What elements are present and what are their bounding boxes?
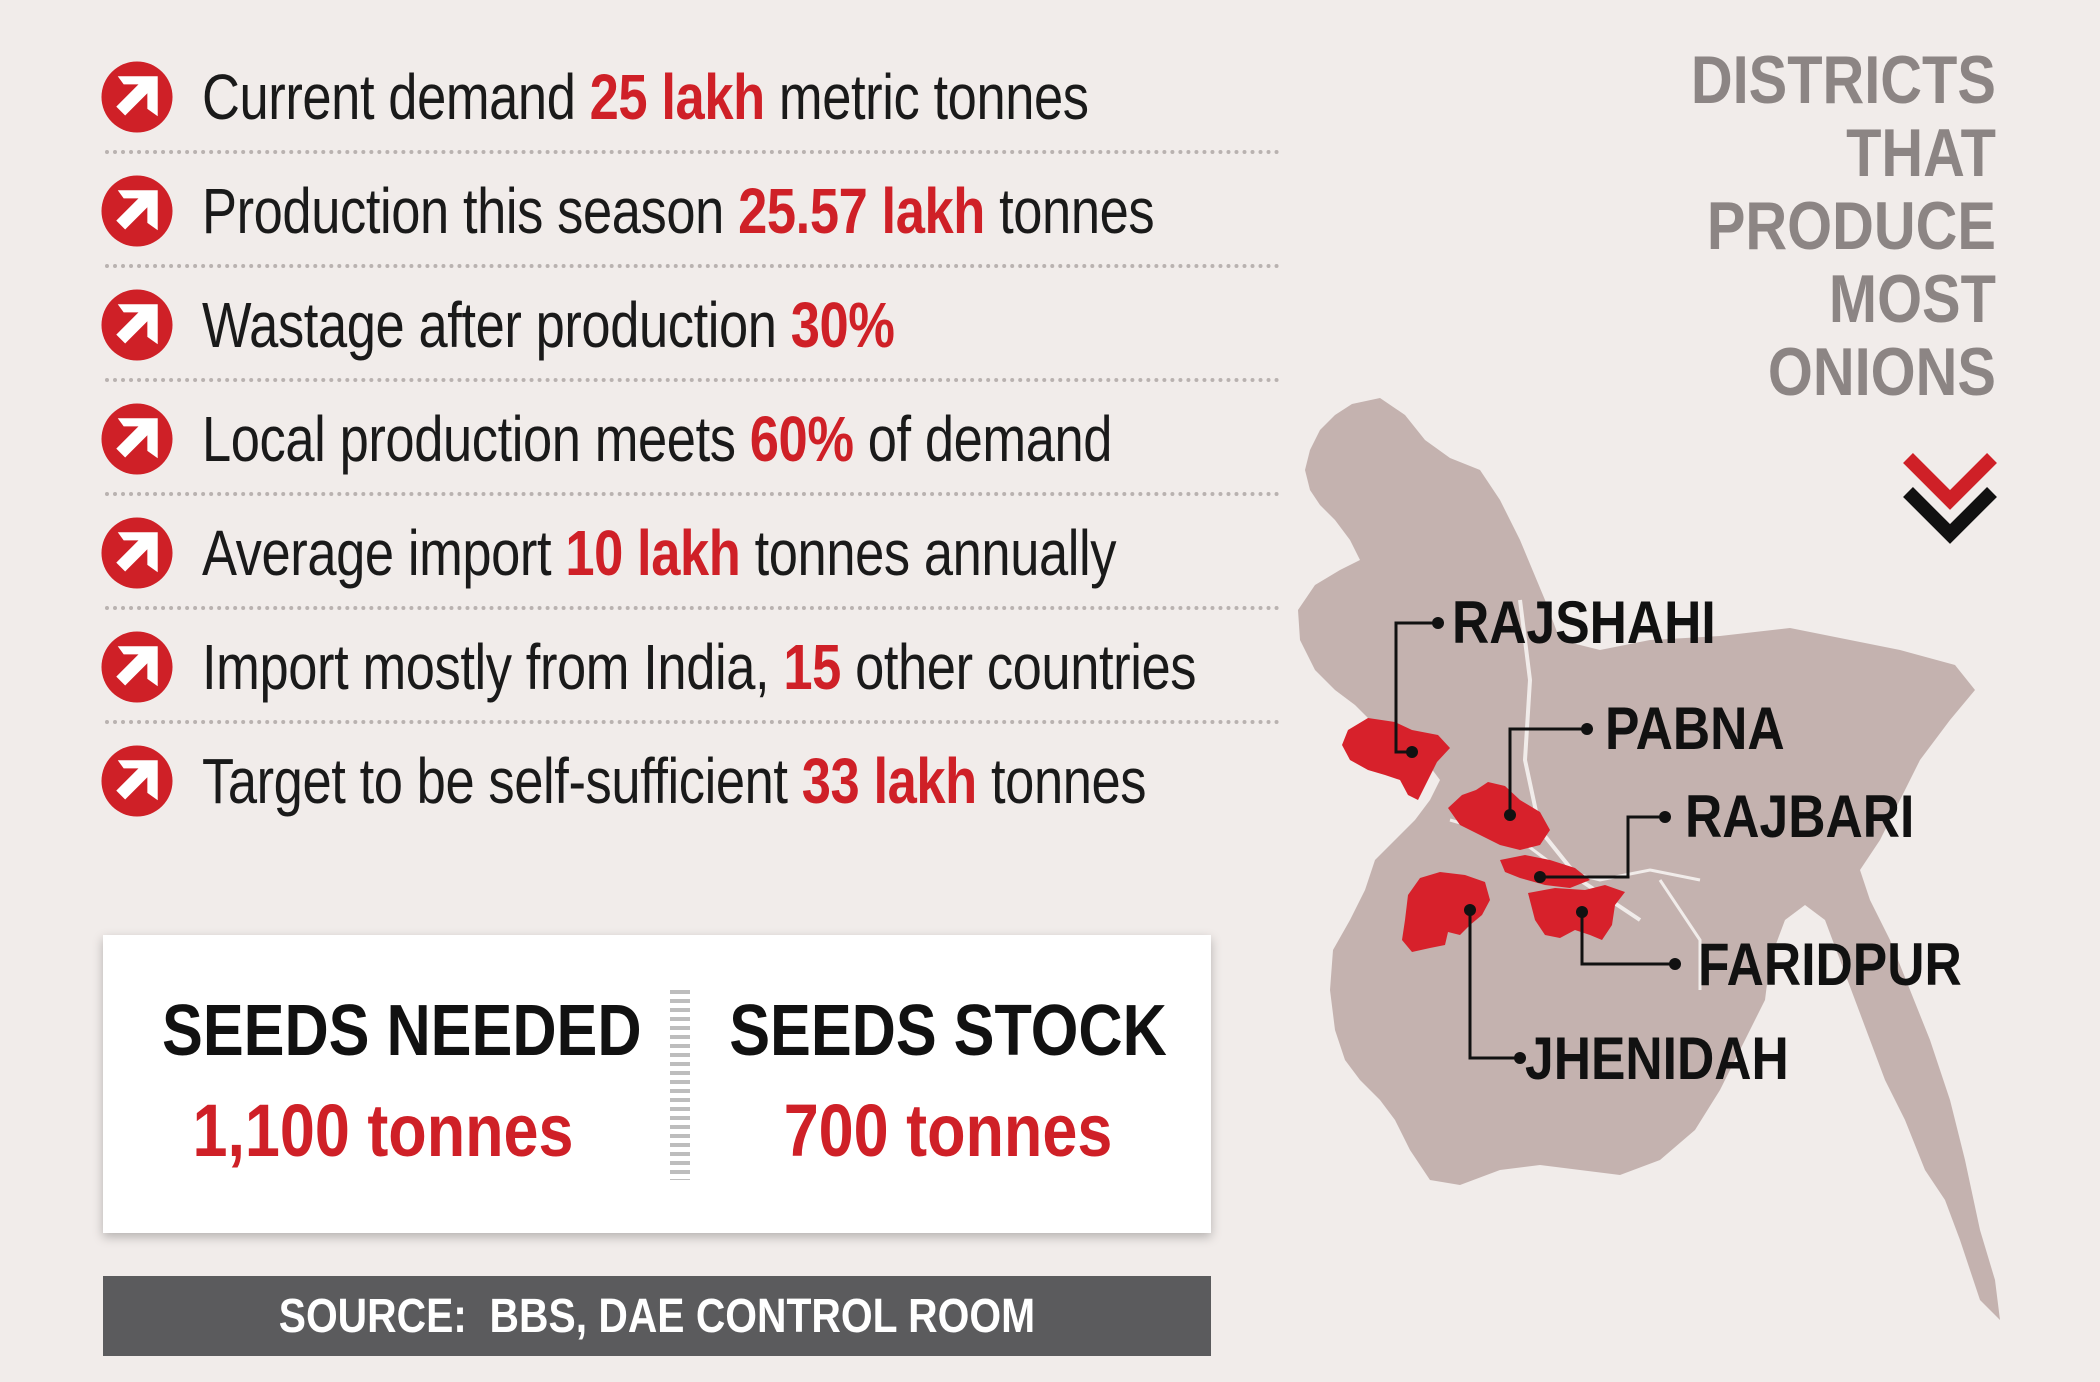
leader-line-faridpur [1580, 912, 1675, 966]
seeds-needed: SEEDS NEEDED 1,100 tonnes [123, 990, 643, 1173]
arrow-up-right-circle-icon [101, 631, 173, 703]
country-shape [1298, 398, 2000, 1320]
dotted-divider [105, 378, 1280, 382]
fact-text: Average import 10 lakh tonnes annually [202, 517, 1117, 589]
arrow-up-right-circle-icon [101, 517, 173, 589]
fact-item: Wastage after production 30% [100, 268, 1280, 382]
district-marker [1406, 746, 1418, 758]
district-label-faridpur: FARIDPUR [1698, 931, 1962, 998]
district-marker [1659, 811, 1671, 823]
source-bar: SOURCE: BBS, DAE CONTROL ROOM [103, 1276, 1211, 1356]
fact-highlight: 33 lakh [801, 745, 978, 817]
district-marker [1432, 617, 1444, 629]
dotted-divider [105, 264, 1280, 268]
fact-text: Local production meets 60% of demand [202, 403, 1113, 475]
district-jhenidah [1402, 872, 1490, 952]
seeds-needed-label: SEEDS NEEDED [162, 991, 642, 1071]
title-line: ONIONS [1767, 334, 1996, 410]
arrow-up-right-circle-icon [101, 175, 173, 247]
leader-line-jhenidah [1468, 910, 1520, 1060]
district-marker [1581, 723, 1593, 735]
river [1518, 599, 1642, 922]
fact-item: Production this season 25.57 lakh tonnes [100, 154, 1280, 268]
district-marker [1576, 906, 1588, 918]
fact-highlight: 15 [783, 631, 841, 703]
fact-item: Import mostly from India, 15 other count… [100, 610, 1280, 724]
fact-text: Production this season 25.57 lakh tonnes [202, 175, 1155, 247]
arrow-up-right-circle-icon [101, 403, 173, 475]
leader-line-pabna [1508, 727, 1587, 815]
district-marker [1534, 871, 1546, 883]
district-marker [1514, 1052, 1526, 1064]
title-line: MOST [1829, 261, 1996, 337]
seeds-needed-value: 1,100 tonnes [192, 1089, 574, 1172]
arrow-up-right-circle-icon [101, 745, 173, 817]
dotted-divider [105, 492, 1280, 496]
district-rajbari [1500, 855, 1590, 888]
dotted-divider [105, 606, 1280, 610]
district-marker [1464, 904, 1476, 916]
district-rajshahi [1342, 718, 1450, 800]
fact-item: Current demand 25 lakh metric tonnes [100, 40, 1280, 154]
district-label-rajbari: RAJBARI [1685, 783, 1915, 850]
fact-item: Target to be self-sufficient 33 lakh ton… [100, 724, 1280, 838]
fact-text: Wastage after production 30% [202, 289, 895, 361]
arrow-up-right-circle-icon [101, 289, 173, 361]
fact-item: Average import 10 lakh tonnes annually [100, 496, 1280, 610]
fact-text: Target to be self-sufficient 33 lakh ton… [202, 745, 1147, 817]
dotted-divider [105, 720, 1280, 724]
facts-list: Current demand 25 lakh metric tonnes Pro… [100, 40, 1280, 838]
seeds-stock: SEEDS STOCK 700 tonnes [688, 990, 1208, 1173]
double-chevron-down-icon [1903, 453, 1997, 544]
fact-item: Local production meets 60% of demand [100, 382, 1280, 496]
district-marker [1669, 958, 1681, 970]
district-marker [1504, 809, 1516, 821]
district-pabna [1448, 782, 1550, 850]
dotted-divider [105, 150, 1280, 154]
seeds-box: SEEDS NEEDED 1,100 tonnes SEEDS STOCK 70… [103, 935, 1211, 1233]
seeds-separator [670, 990, 690, 1180]
district-label-pabna: PABNA [1605, 695, 1785, 762]
fact-highlight: 25 lakh [589, 61, 766, 133]
title-line: THAT [1846, 115, 1996, 191]
leader-line-rajshahi [1394, 621, 1438, 754]
fact-highlight: 30% [790, 289, 895, 361]
fact-text: Import mostly from India, 15 other count… [202, 631, 1197, 703]
arrow-up-right-circle-icon [101, 61, 173, 133]
district-label-jhenidah: JHENIDAH [1525, 1025, 1789, 1092]
fact-highlight: 60% [749, 403, 854, 475]
district-label-rajshahi: RAJSHAHI [1452, 589, 1716, 656]
seeds-stock-label: SEEDS STOCK [729, 991, 1167, 1071]
seeds-stock-value: 700 tonnes [783, 1089, 1113, 1172]
fact-highlight: 25.57 lakh [738, 175, 985, 247]
districts-title: DISTRICTS THAT PRODUCE MOST ONIONS [1691, 44, 1996, 409]
leader-line-rajbari [1540, 815, 1665, 879]
source-text: SOURCE: BBS, DAE CONTROL ROOM [278, 1289, 1036, 1343]
fact-highlight: 10 lakh [565, 517, 741, 589]
fact-text: Current demand 25 lakh metric tonnes [202, 61, 1089, 133]
river [1658, 879, 1702, 990]
title-line: DISTRICTS [1690, 42, 1996, 118]
title-line: PRODUCE [1706, 188, 1996, 264]
